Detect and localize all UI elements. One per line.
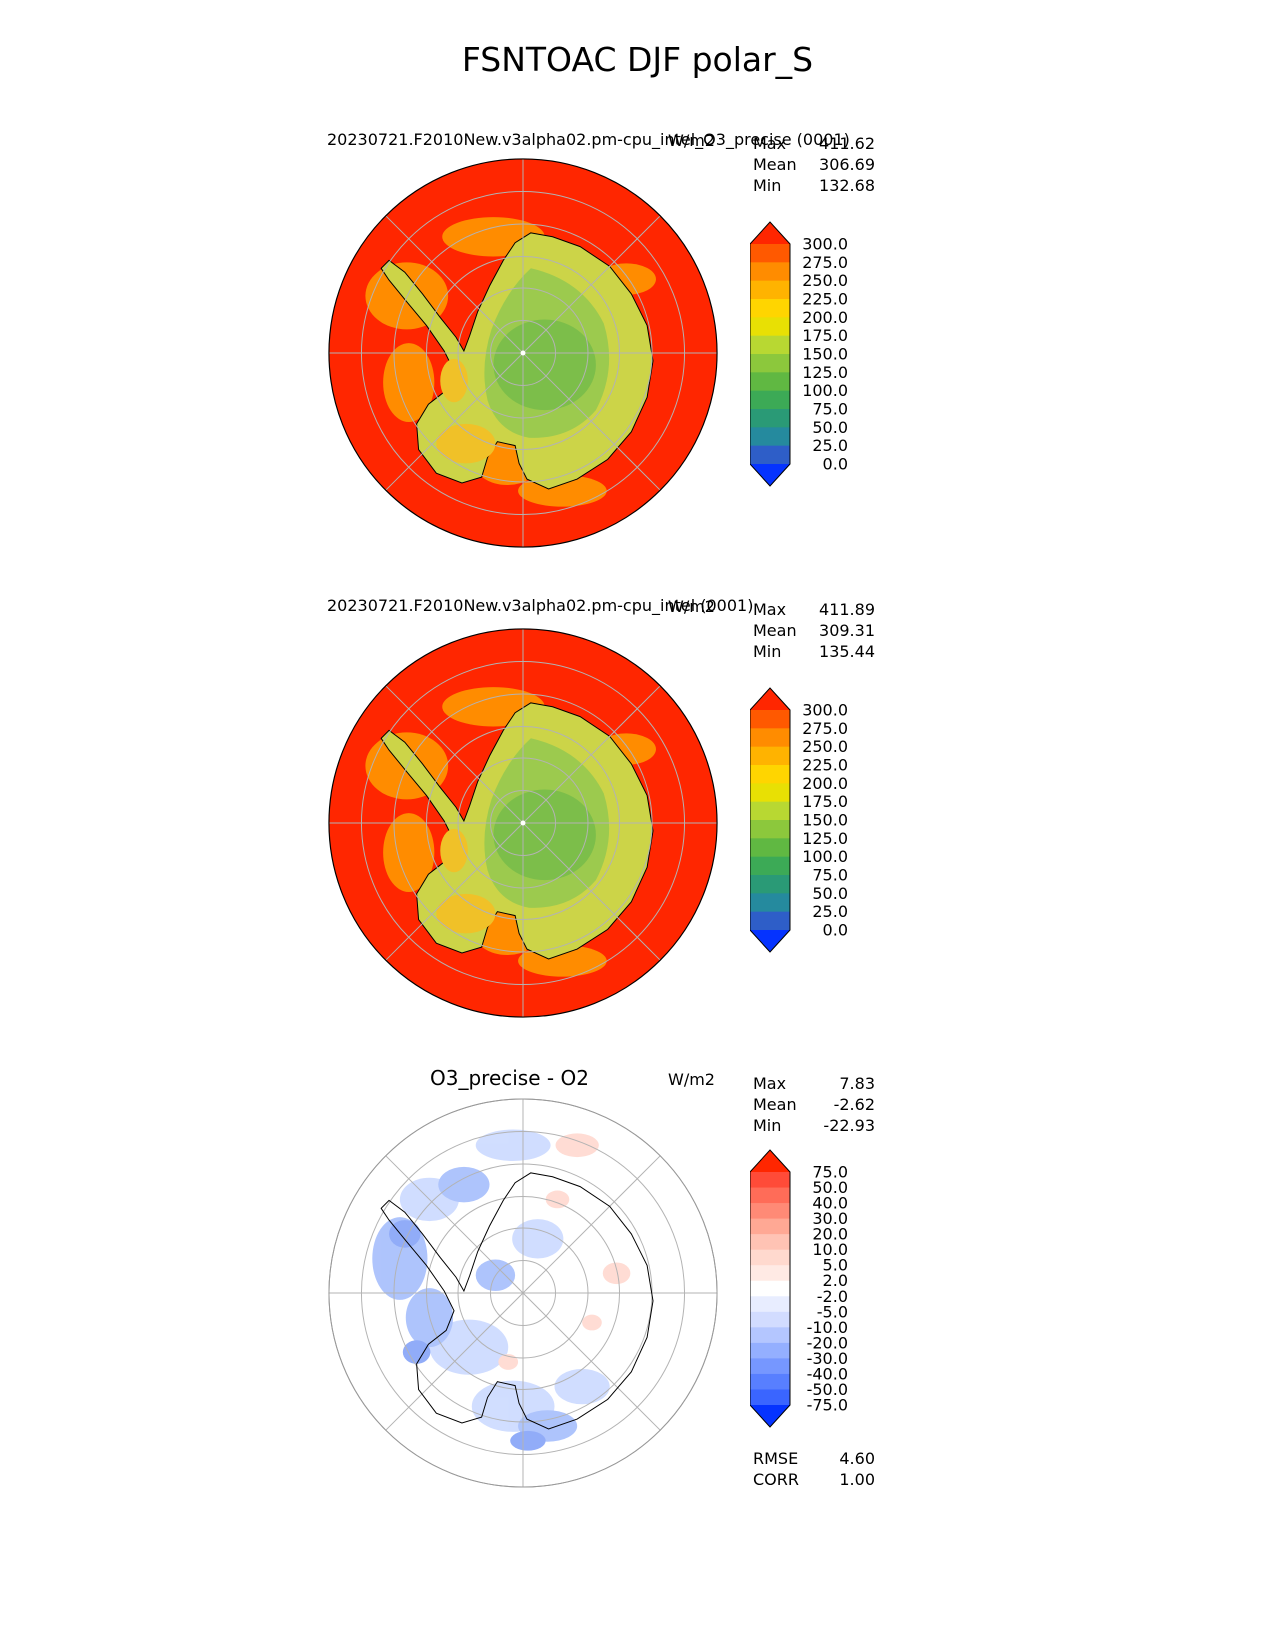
stat-value: 306.69 [819,155,875,174]
panel2-stats: Max 411.89 Mean 309.31 Min 135.44 [753,599,875,662]
stat-value: -22.93 [823,1116,875,1135]
svg-text:275.0: 275.0 [802,253,848,272]
svg-text:-30.0: -30.0 [807,1349,848,1368]
svg-text:100.0: 100.0 [802,847,848,866]
panel3-stats: Max 7.83 Mean -2.62 Min -22.93 [753,1073,875,1136]
svg-text:50.0: 50.0 [812,884,848,903]
stat-row: Min -22.93 [753,1115,875,1136]
svg-text:125.0: 125.0 [802,829,848,848]
svg-text:-20.0: -20.0 [807,1333,848,1352]
colorbar-panel-1: 300.0275.0250.0225.0200.0175.0150.0125.0… [750,221,848,487]
stat-label: Max [753,600,787,619]
svg-text:20.0: 20.0 [812,1225,848,1244]
svg-text:-50.0: -50.0 [807,1380,848,1399]
stat-label: Min [753,176,782,195]
stat-value: 309.31 [819,621,875,640]
svg-text:-5.0: -5.0 [817,1302,848,1321]
svg-text:25.0: 25.0 [812,902,848,921]
stat-label: Max [753,1074,787,1093]
panel1-title: 20230721.F2010New.v3alpha02.pm-cpu_intel… [327,130,850,149]
svg-text:2.0: 2.0 [823,1271,848,1290]
svg-text:-40.0: -40.0 [807,1364,848,1383]
stat-value: 135.44 [819,642,875,661]
panel1-units: W/m2 [668,131,715,150]
map-panel-3 [326,1096,720,1490]
svg-text:75.0: 75.0 [812,866,848,885]
svg-text:0.0: 0.0 [823,455,848,474]
svg-text:25.0: 25.0 [812,436,848,455]
svg-text:10.0: 10.0 [812,1240,848,1259]
svg-text:250.0: 250.0 [802,737,848,756]
stat-label: Mean [753,155,797,174]
svg-text:-10.0: -10.0 [807,1318,848,1337]
map-panel-1 [326,156,720,550]
stat-value: 7.83 [839,1074,875,1093]
metric-value: 4.60 [839,1449,875,1468]
svg-text:5.0: 5.0 [823,1256,848,1275]
panel2-title: 20230721.F2010New.v3alpha02.pm-cpu_intel… [327,596,754,615]
stat-value: 411.62 [819,134,875,153]
colorbar-panel-3: 75.050.040.030.020.010.05.02.0-2.0-5.0-1… [750,1149,848,1428]
svg-text:275.0: 275.0 [802,719,848,738]
stat-value: 411.89 [819,600,875,619]
stat-value: -2.62 [833,1095,875,1114]
svg-text:200.0: 200.0 [802,308,848,327]
svg-text:75.0: 75.0 [812,400,848,419]
svg-text:50.0: 50.0 [812,418,848,437]
metric-row: CORR 1.00 [753,1469,875,1490]
stat-label: Min [753,642,782,661]
svg-text:40.0: 40.0 [812,1194,848,1213]
metric-label: RMSE [753,1449,799,1468]
stat-row: Mean -2.62 [753,1094,875,1115]
stat-row: Min 135.44 [753,641,875,662]
svg-text:175.0: 175.0 [802,792,848,811]
stat-label: Min [753,1116,782,1135]
stat-value: 132.68 [819,176,875,195]
svg-text:300.0: 300.0 [802,235,848,254]
figure-title: FSNTOAC DJF polar_S [461,40,814,79]
stat-row: Max 411.62 [753,133,875,154]
svg-text:200.0: 200.0 [802,774,848,793]
svg-text:-2.0: -2.0 [817,1287,848,1306]
svg-text:225.0: 225.0 [802,290,848,309]
panel2-units: W/m2 [668,597,715,616]
metric-row: RMSE 4.60 [753,1448,875,1469]
panel3-units: W/m2 [668,1070,715,1089]
svg-text:300.0: 300.0 [802,701,848,720]
svg-text:225.0: 225.0 [802,756,848,775]
panel1-stats: Max 411.62 Mean 306.69 Min 132.68 [753,133,875,196]
stat-row: Min 132.68 [753,175,875,196]
svg-text:125.0: 125.0 [802,363,848,382]
svg-text:30.0: 30.0 [812,1209,848,1228]
svg-text:-75.0: -75.0 [807,1396,848,1415]
stat-row: Mean 306.69 [753,154,875,175]
svg-text:50.0: 50.0 [812,1178,848,1197]
metric-value: 1.00 [839,1470,875,1489]
svg-text:150.0: 150.0 [802,345,848,364]
stat-label: Mean [753,1095,797,1114]
svg-text:250.0: 250.0 [802,271,848,290]
svg-text:0.0: 0.0 [823,921,848,940]
panel3-metrics: RMSE 4.60 CORR 1.00 [753,1448,875,1490]
stat-row: Max 7.83 [753,1073,875,1094]
svg-text:100.0: 100.0 [802,381,848,400]
colorbar-panel-2: 300.0275.0250.0225.0200.0175.0150.0125.0… [750,687,848,953]
stat-label: Max [753,134,787,153]
svg-text:75.0: 75.0 [812,1163,848,1182]
stat-row: Max 411.89 [753,599,875,620]
stat-row: Mean 309.31 [753,620,875,641]
panel3-title: O3_precise - O2 [430,1066,589,1090]
svg-text:175.0: 175.0 [802,326,848,345]
stat-label: Mean [753,621,797,640]
svg-text:150.0: 150.0 [802,811,848,830]
metric-label: CORR [753,1470,799,1489]
map-panel-2 [326,626,720,1020]
